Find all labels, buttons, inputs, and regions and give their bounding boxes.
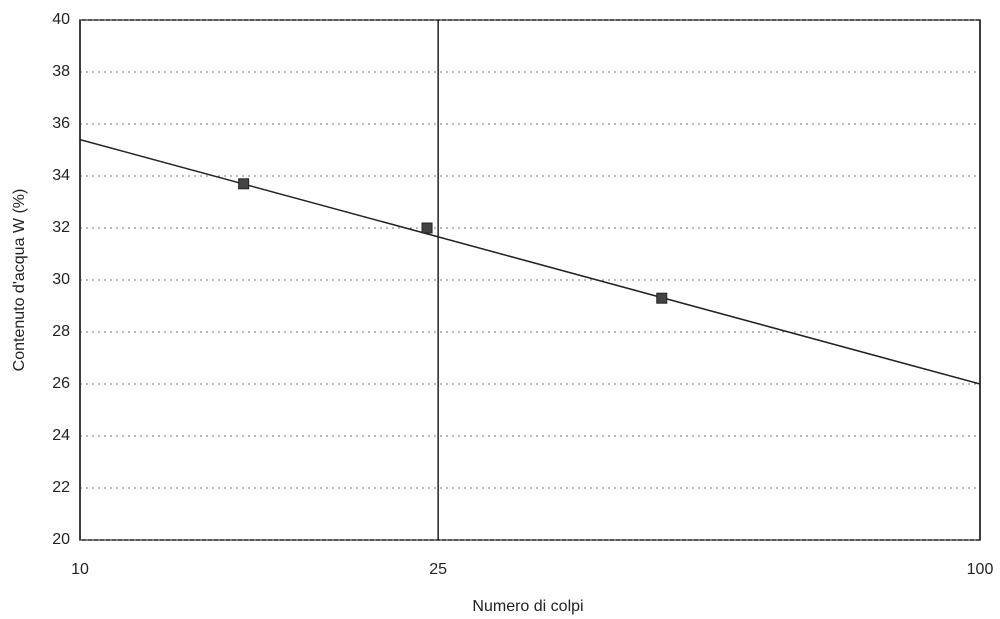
x-axis-title: Numero di colpi <box>472 598 583 615</box>
x-tick-label: 25 <box>429 561 447 578</box>
y-axis-title: Contenuto d'acqua W (%) <box>11 189 28 372</box>
y-tick-label: 32 <box>52 219 70 236</box>
y-tick-label: 28 <box>52 323 70 340</box>
y-tick-label: 30 <box>52 271 70 288</box>
y-tick-label: 36 <box>52 115 70 132</box>
trend-line <box>79 138 981 385</box>
data-point <box>238 178 250 190</box>
y-tick-label: 22 <box>52 479 70 496</box>
y-tick-label: 40 <box>52 11 70 28</box>
data-point <box>421 222 433 234</box>
data-point <box>656 292 668 304</box>
y-tick-label: 20 <box>52 531 70 548</box>
y-tick-label: 26 <box>52 375 70 392</box>
x-tick-label: 100 <box>967 561 994 578</box>
y-tick-label: 38 <box>52 63 70 80</box>
y-tick-label: 34 <box>52 167 70 184</box>
x-tick-label: 10 <box>71 561 89 578</box>
y-tick-label: 24 <box>52 427 70 444</box>
